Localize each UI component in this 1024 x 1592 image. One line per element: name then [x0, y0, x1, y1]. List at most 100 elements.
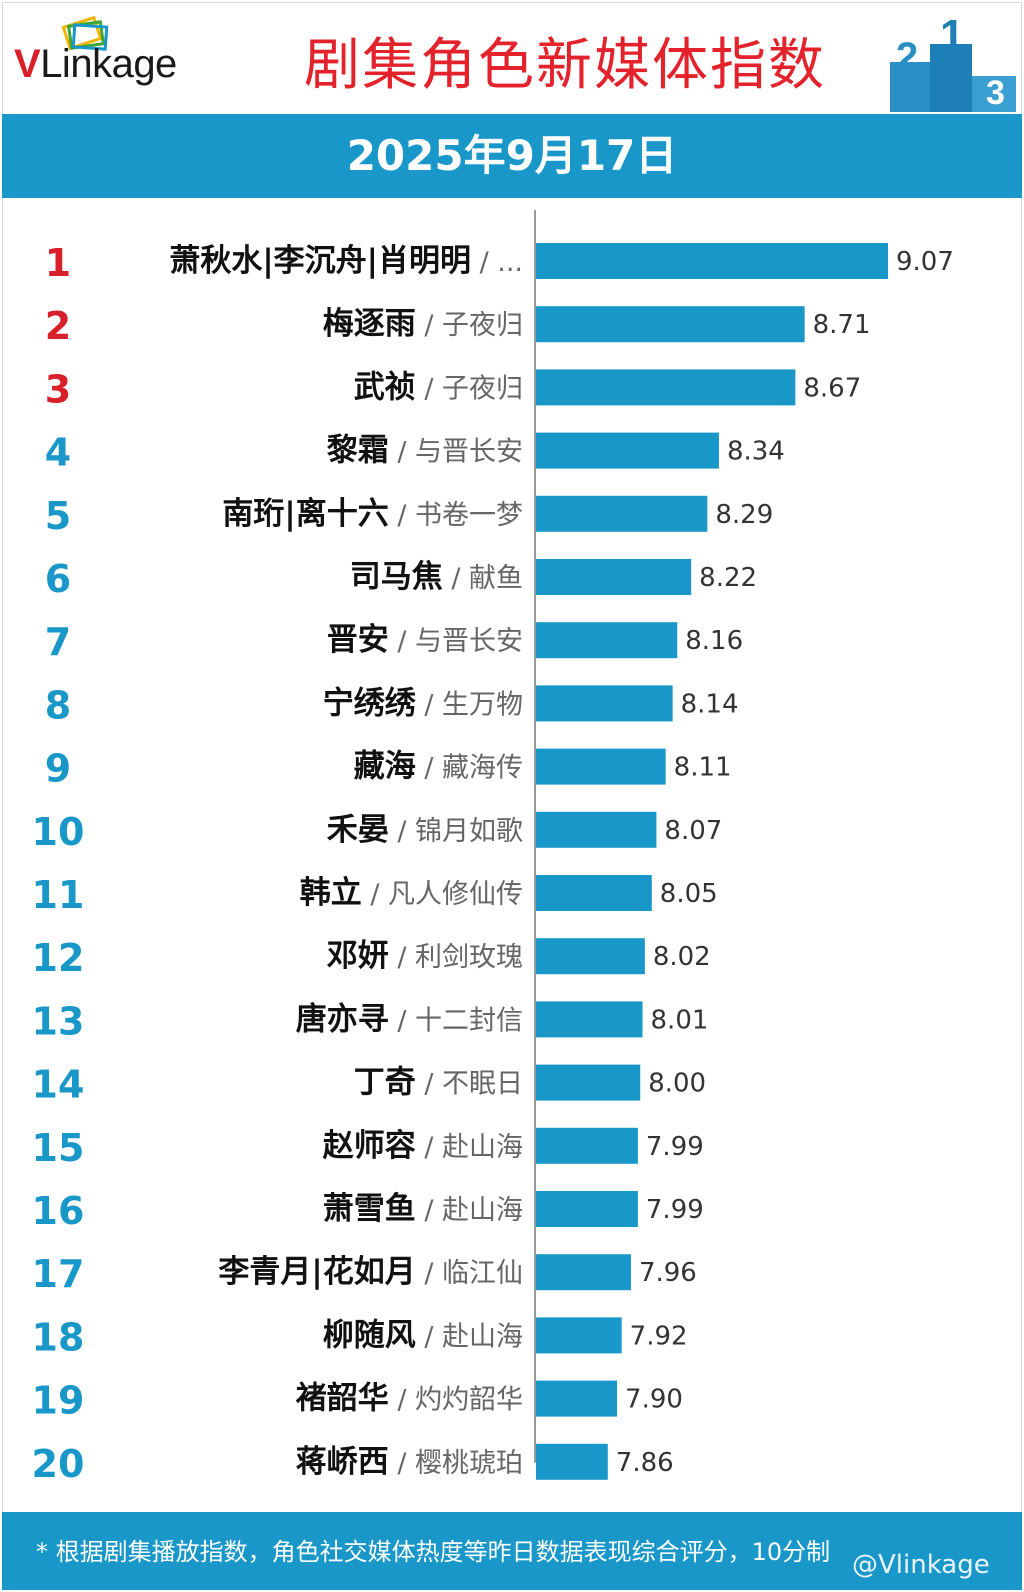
drama-name: 与晋长安: [415, 437, 523, 468]
row-label: 邓妍 / 利剑玫瑰: [327, 938, 523, 974]
value-label: 7.92: [630, 1321, 688, 1351]
ranking-chart: 1 萧秋水|李沉舟|肖明明 / ... 9.07 2 梅逐雨 / 子夜归 8.71 3 武祯 …: [32, 210, 954, 1486]
label-separator: /: [416, 373, 442, 404]
label-separator: /: [389, 816, 415, 847]
character-name: 丁奇: [354, 1065, 416, 1101]
drama-name: 灼灼韶华: [415, 1385, 523, 1416]
character-name: 赵师容: [322, 1128, 416, 1164]
drama-name: 赴山海: [442, 1321, 523, 1352]
character-name: 邓妍: [327, 938, 389, 974]
row-label: 藏海 / 藏海传: [354, 749, 523, 785]
character-name: 晋安: [327, 622, 389, 658]
label-separator: /: [471, 247, 497, 278]
label-separator: /: [389, 500, 415, 531]
label-separator: /: [416, 689, 442, 720]
drama-name: 赴山海: [442, 1132, 523, 1163]
label-separator: /: [416, 1195, 442, 1226]
rank-label: 7: [45, 620, 71, 664]
drama-name: 书卷一梦: [415, 500, 523, 531]
rank-label: 12: [32, 936, 85, 980]
bar: [536, 1317, 622, 1354]
rank-label: 15: [32, 1126, 85, 1170]
drama-name: ...: [497, 247, 523, 278]
rank-label: 9: [45, 747, 71, 791]
rank-label: 5: [45, 494, 71, 538]
bar: [536, 748, 666, 785]
bar: [536, 306, 805, 343]
value-label: 8.01: [651, 1005, 709, 1035]
drama-name: 十二封信: [415, 1005, 523, 1036]
value-label: 7.90: [625, 1385, 683, 1415]
logo-linkage: Linkage: [40, 42, 177, 86]
bar: [536, 559, 692, 595]
character-name: 韩立: [300, 875, 362, 911]
character-name: 藏海: [354, 749, 416, 785]
value-label: 7.96: [639, 1258, 697, 1288]
row-label: 韩立 / 凡人修仙传: [300, 875, 523, 911]
value-label: 8.14: [681, 689, 739, 719]
drama-name: 献鱼: [469, 563, 523, 594]
character-name: 唐亦寻: [296, 1001, 389, 1037]
rank-label: 4: [45, 431, 71, 475]
label-separator: /: [389, 1005, 415, 1036]
drama-name: 子夜归: [442, 310, 523, 341]
character-name: 宁绣绣: [323, 685, 417, 721]
drama-name: 赴山海: [442, 1195, 523, 1226]
value-label: 7.99: [646, 1132, 704, 1162]
row-label: 褚韶华 / 灼灼韶华: [296, 1381, 523, 1417]
value-label: 7.99: [646, 1195, 704, 1225]
drama-name: 与晋长安: [415, 626, 523, 657]
label-separator: /: [389, 626, 415, 657]
value-label: 8.05: [660, 879, 718, 909]
footer-band: [2, 1512, 1022, 1590]
row-label: 唐亦寻 / 十二封信: [296, 1001, 523, 1037]
podium-icon: 2 1 3: [890, 14, 1016, 112]
value-label: 8.07: [664, 816, 722, 846]
drama-name: 子夜归: [442, 373, 523, 404]
bar: [536, 1001, 643, 1038]
row-label: 柳随风 / 赴山海: [323, 1317, 523, 1353]
rank-label: 2: [45, 304, 71, 348]
label-separator: /: [389, 1448, 415, 1479]
value-label: 8.00: [648, 1069, 706, 1099]
drama-name: 利剑玫瑰: [415, 942, 523, 973]
row-label: 蒋峤西 / 樱桃琥珀: [296, 1444, 523, 1480]
label-separator: /: [416, 1258, 442, 1289]
row-label: 晋安 / 与晋长安: [327, 622, 523, 658]
label-separator: /: [362, 879, 388, 910]
bar: [536, 1254, 631, 1291]
drama-name: 锦月如歌: [415, 816, 523, 847]
date-band: 2025年9月17日: [2, 114, 1022, 198]
bar: [536, 495, 708, 532]
svg-text:2: 2: [896, 35, 918, 79]
bar: [536, 622, 678, 659]
rank-label: 16: [32, 1189, 85, 1233]
value-label: 8.02: [653, 942, 711, 972]
rank-label: 1: [45, 241, 71, 285]
character-name: 武祯: [354, 369, 416, 405]
rank-label: 6: [45, 557, 71, 601]
value-label: 8.11: [674, 753, 732, 783]
row-label: 李青月|花如月 / 临江仙: [218, 1254, 523, 1290]
character-name: 萧秋水|李沉舟|肖明明: [169, 243, 471, 279]
row-label: 丁奇 / 不眠日: [354, 1065, 523, 1101]
row-label: 禾晏 / 锦月如歌: [327, 812, 523, 848]
logo-cards-icon: [61, 15, 109, 51]
character-name: 南珩|离十六: [222, 496, 388, 532]
label-separator: /: [416, 310, 442, 341]
character-name: 李青月|花如月: [218, 1254, 415, 1290]
label-separator: /: [416, 1321, 442, 1352]
rank-label: 10: [32, 810, 85, 854]
value-label: 8.71: [813, 310, 871, 340]
rank-label: 19: [32, 1379, 85, 1423]
value-label: 9.07: [896, 247, 954, 277]
rank-label: 20: [32, 1442, 85, 1486]
rank-label: 3: [45, 367, 71, 411]
label-separator: /: [389, 1385, 415, 1416]
bar: [536, 1443, 608, 1480]
bar: [536, 811, 657, 848]
label-separator: /: [416, 753, 442, 784]
drama-name: 生万物: [442, 689, 523, 720]
drama-name: 藏海传: [442, 753, 523, 784]
character-name: 禾晏: [327, 812, 389, 848]
